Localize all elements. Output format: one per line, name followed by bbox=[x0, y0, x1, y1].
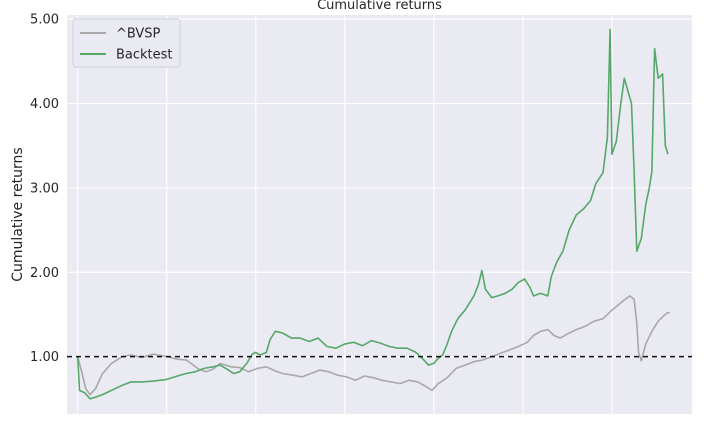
y-tick-label: 4.00 bbox=[30, 97, 59, 112]
y-axis-label: Cumulative returns bbox=[10, 147, 26, 281]
y-tick-label: 5.00 bbox=[30, 13, 59, 28]
y-tick-labels: 1.00 2.00 3.00 4.00 5.00 bbox=[30, 13, 59, 365]
series-line-bvsp bbox=[76, 295, 670, 396]
y-tick-label: 1.00 bbox=[30, 350, 59, 365]
grid bbox=[67, 15, 692, 414]
legend-label: Backtest bbox=[116, 48, 173, 63]
plot-background bbox=[67, 15, 692, 414]
y-tick-label: 3.00 bbox=[30, 181, 59, 196]
y-tick-label: 2.00 bbox=[30, 266, 59, 281]
series-lines bbox=[76, 28, 670, 400]
series-line-backtest bbox=[76, 28, 669, 400]
legend[interactable]: ^BVSP Backtest bbox=[72, 18, 181, 68]
legend-label: ^BVSP bbox=[116, 27, 161, 42]
chart-title: Cumulative returns bbox=[317, 0, 442, 13]
